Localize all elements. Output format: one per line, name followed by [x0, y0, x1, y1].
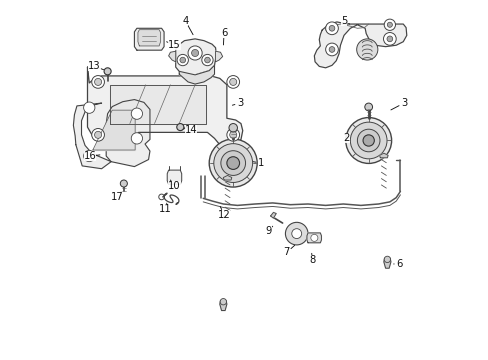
Circle shape — [386, 36, 392, 42]
Circle shape — [325, 22, 338, 35]
Polygon shape — [167, 170, 182, 184]
Circle shape — [204, 57, 210, 63]
Polygon shape — [175, 39, 216, 75]
Circle shape — [291, 229, 301, 239]
Text: 12: 12 — [217, 210, 230, 220]
Polygon shape — [383, 258, 390, 268]
Text: 6: 6 — [221, 27, 227, 37]
Circle shape — [220, 298, 226, 305]
Text: 5: 5 — [340, 15, 346, 26]
Circle shape — [384, 256, 390, 262]
Polygon shape — [110, 85, 205, 123]
Circle shape — [131, 133, 142, 144]
Circle shape — [188, 46, 202, 60]
Text: 14: 14 — [184, 125, 197, 135]
Circle shape — [226, 157, 239, 170]
Circle shape — [209, 139, 257, 187]
Text: 8: 8 — [308, 256, 315, 265]
Polygon shape — [223, 175, 231, 180]
Circle shape — [226, 129, 239, 141]
Text: 4: 4 — [182, 15, 188, 26]
Polygon shape — [179, 66, 214, 84]
Circle shape — [176, 123, 183, 131]
Circle shape — [328, 26, 334, 31]
Polygon shape — [314, 22, 406, 68]
Circle shape — [349, 122, 386, 159]
Circle shape — [104, 68, 111, 75]
Text: 16: 16 — [83, 151, 96, 161]
Circle shape — [229, 78, 236, 85]
Polygon shape — [215, 51, 222, 62]
Circle shape — [131, 108, 142, 119]
Circle shape — [386, 22, 391, 27]
Circle shape — [180, 57, 185, 63]
Circle shape — [357, 129, 379, 152]
Text: 7: 7 — [283, 247, 289, 257]
Polygon shape — [219, 301, 226, 311]
Circle shape — [83, 102, 95, 113]
Circle shape — [226, 76, 239, 88]
Polygon shape — [168, 51, 175, 62]
Circle shape — [213, 144, 252, 183]
Circle shape — [384, 19, 395, 30]
Text: 9: 9 — [265, 226, 271, 236]
Circle shape — [228, 123, 237, 132]
Circle shape — [191, 49, 198, 57]
Polygon shape — [138, 30, 160, 46]
Polygon shape — [306, 233, 321, 243]
Text: 11: 11 — [159, 204, 171, 214]
Circle shape — [202, 54, 213, 66]
Polygon shape — [93, 110, 135, 150]
Polygon shape — [379, 153, 387, 158]
Circle shape — [221, 151, 245, 175]
Circle shape — [383, 32, 395, 45]
Polygon shape — [134, 28, 164, 50]
Text: 17: 17 — [111, 192, 123, 202]
Polygon shape — [87, 67, 242, 147]
Text: 13: 13 — [88, 62, 101, 71]
Circle shape — [364, 103, 372, 111]
Circle shape — [310, 234, 317, 242]
Circle shape — [83, 150, 95, 162]
Text: 6: 6 — [396, 259, 402, 269]
Text: 3: 3 — [400, 98, 406, 108]
Text: 3: 3 — [237, 98, 243, 108]
Text: 15: 15 — [168, 40, 181, 50]
Circle shape — [120, 180, 127, 187]
Text: 1: 1 — [258, 158, 264, 168]
Circle shape — [229, 131, 236, 138]
Circle shape — [345, 118, 391, 163]
Polygon shape — [270, 212, 276, 218]
Circle shape — [177, 54, 188, 66]
Circle shape — [94, 78, 102, 85]
Circle shape — [92, 129, 104, 141]
Polygon shape — [73, 100, 150, 169]
Circle shape — [325, 43, 338, 56]
Text: 2: 2 — [343, 133, 349, 143]
Circle shape — [285, 222, 307, 245]
Circle shape — [92, 76, 104, 88]
Circle shape — [362, 135, 374, 146]
Circle shape — [356, 39, 377, 60]
Text: 10: 10 — [168, 181, 181, 192]
Circle shape — [94, 131, 102, 138]
Circle shape — [328, 46, 334, 52]
